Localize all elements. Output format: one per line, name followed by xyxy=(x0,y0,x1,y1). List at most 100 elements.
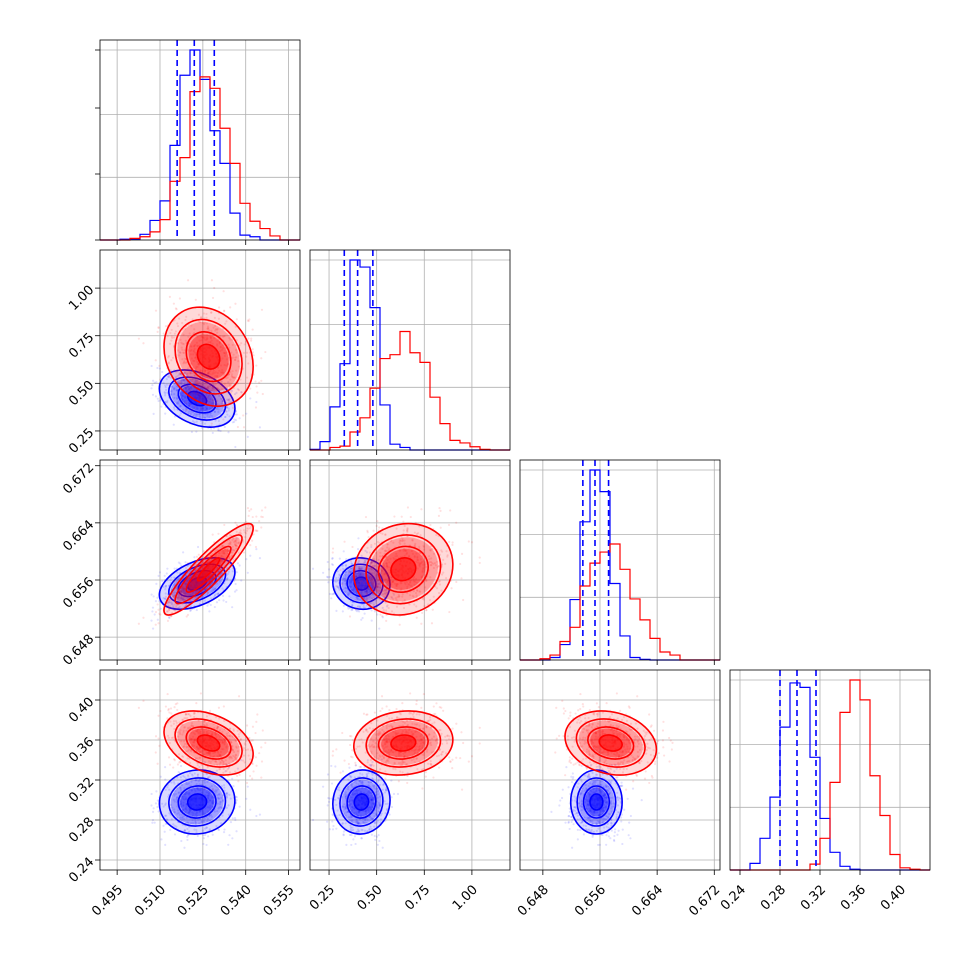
scatter-point xyxy=(221,742,224,745)
scatter-point xyxy=(178,372,181,375)
scatter-point xyxy=(222,372,225,375)
scatter-point xyxy=(430,557,433,560)
scatter-point xyxy=(382,593,385,596)
scatter-point xyxy=(344,822,347,825)
scatter-point xyxy=(225,578,228,581)
scatter-point xyxy=(228,793,231,796)
scatter-point xyxy=(216,793,219,797)
scatter-point xyxy=(233,755,236,758)
scatter-point xyxy=(154,735,158,738)
scatter-point xyxy=(180,783,183,787)
scatter-point xyxy=(356,828,360,831)
scatter-point xyxy=(224,739,227,742)
scatter-point xyxy=(183,349,186,352)
scatter-point xyxy=(176,596,179,600)
scatter-point xyxy=(367,806,370,809)
scatter-point xyxy=(181,817,184,820)
scatter-point xyxy=(198,730,202,733)
scatter-point xyxy=(436,566,439,569)
scatter-point xyxy=(352,793,355,796)
scatter-point xyxy=(251,328,254,331)
scatter-point xyxy=(184,388,188,391)
scatter-point xyxy=(234,582,237,586)
scatter-point xyxy=(166,372,170,375)
scatter-point xyxy=(189,345,192,348)
scatter-point xyxy=(179,729,182,732)
scatter-point xyxy=(227,381,230,384)
scatter-point xyxy=(164,778,167,781)
scatter-point xyxy=(166,734,170,737)
scatter-point xyxy=(182,588,185,591)
scatter-point xyxy=(264,506,267,509)
scatter-point xyxy=(196,335,199,338)
scatter-point xyxy=(444,562,447,565)
contour-series-0-level-1 xyxy=(177,383,217,414)
scatter-point xyxy=(349,559,353,563)
scatter-point xyxy=(219,738,222,742)
scatter-point xyxy=(168,608,171,611)
scatter-point xyxy=(183,592,186,595)
scatter-point xyxy=(230,756,233,759)
scatter-point xyxy=(200,787,203,790)
scatter-point xyxy=(217,828,221,832)
scatter-point xyxy=(353,789,357,792)
scatter-point xyxy=(406,506,410,509)
scatter-point xyxy=(188,392,191,395)
scatter-point xyxy=(367,784,371,788)
scatter-point xyxy=(157,714,160,717)
scatter-point xyxy=(185,399,188,402)
scatter-point xyxy=(338,588,341,591)
scatter-point xyxy=(170,818,173,821)
scatter-point xyxy=(183,379,186,382)
scatter-point xyxy=(449,509,452,512)
scatter-point xyxy=(219,761,223,764)
scatter-point xyxy=(219,346,222,349)
scatter-point xyxy=(171,356,175,359)
scatter-point xyxy=(190,821,193,825)
scatter-point xyxy=(178,731,181,734)
scatter-point xyxy=(368,563,371,566)
scatter-point xyxy=(195,810,198,813)
scatter-point xyxy=(173,811,177,814)
scatter-point xyxy=(382,566,385,569)
scatter-point xyxy=(214,587,217,591)
scatter-point xyxy=(242,754,246,757)
scatter-point xyxy=(390,576,393,579)
scatter-point xyxy=(338,557,341,560)
scatter-point xyxy=(154,359,157,362)
scatter-point xyxy=(202,834,205,837)
scatter-point xyxy=(416,589,419,592)
scatter-point xyxy=(255,548,258,551)
scatter-point xyxy=(211,389,214,392)
scatter-point xyxy=(185,780,188,784)
scatter-point xyxy=(219,822,223,825)
scatter-point xyxy=(385,619,388,622)
scatter-point xyxy=(217,591,220,595)
scatter-point xyxy=(222,762,225,766)
scatter-point xyxy=(186,821,189,824)
scatter-point xyxy=(172,591,175,595)
scatter-point xyxy=(195,608,198,612)
diag-frame-0 xyxy=(99,39,301,241)
scatter-point xyxy=(217,738,221,741)
scatter-point xyxy=(214,733,217,736)
scatter-point xyxy=(451,543,454,546)
scatter-point xyxy=(195,430,198,433)
scatter-point xyxy=(182,351,186,355)
scatter-point xyxy=(379,567,382,571)
scatter-point xyxy=(341,583,344,586)
scatter-point xyxy=(342,577,346,580)
scatter-point xyxy=(200,383,203,386)
scatter-point xyxy=(179,372,182,375)
scatter-point xyxy=(338,574,341,577)
scatter-point xyxy=(198,413,201,416)
scatter-point xyxy=(261,729,264,732)
scatter-point xyxy=(425,609,428,612)
scatter-point xyxy=(173,727,176,731)
scatter-point xyxy=(195,358,198,361)
scatter-point xyxy=(367,576,371,579)
contour-series-1-level-0 xyxy=(390,557,417,582)
scatter-point xyxy=(345,794,349,797)
scatter-point xyxy=(356,830,359,833)
scatter-point xyxy=(206,591,209,594)
